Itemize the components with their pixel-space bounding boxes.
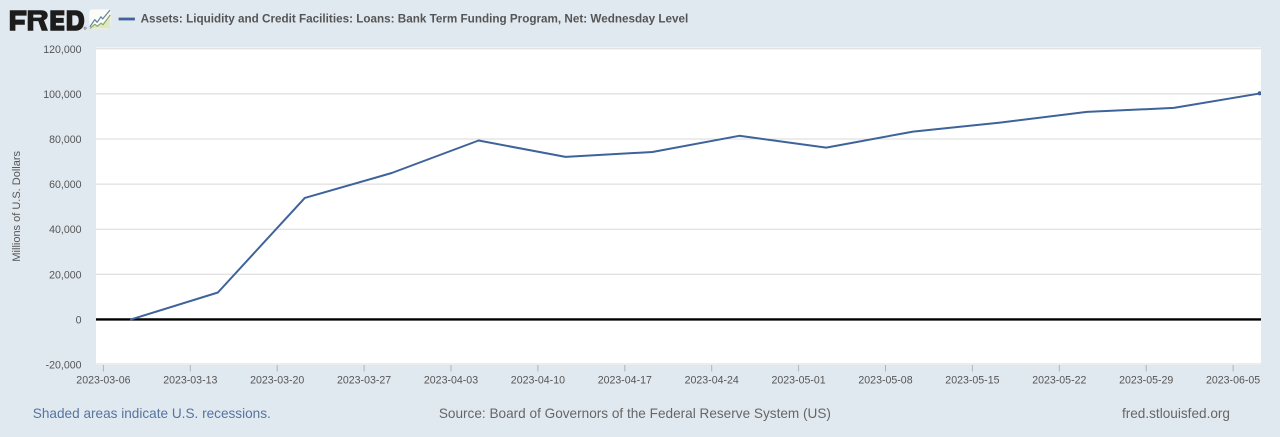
svg-text:100,000: 100,000 (43, 89, 81, 101)
svg-text:80,000: 80,000 (49, 134, 82, 146)
svg-text:Millions of U.S. Dollars: Millions of U.S. Dollars (11, 150, 23, 261)
svg-text:0: 0 (76, 314, 82, 326)
svg-text:20,000: 20,000 (49, 269, 82, 281)
svg-text:2023-04-10: 2023-04-10 (511, 374, 565, 386)
svg-text:fred.stlouisfed.org: fred.stlouisfed.org (1122, 406, 1230, 421)
svg-text:60,000: 60,000 (49, 179, 82, 191)
svg-text:2023-03-27: 2023-03-27 (337, 374, 391, 386)
svg-text:2023-05-08: 2023-05-08 (858, 374, 912, 386)
svg-text:2023-05-22: 2023-05-22 (1032, 374, 1086, 386)
svg-text:120,000: 120,000 (43, 44, 81, 56)
svg-text:Source: Board of Governors of: Source: Board of Governors of the Federa… (439, 406, 831, 421)
svg-text:2023-06-05: 2023-06-05 (1206, 374, 1260, 386)
svg-text:Assets: Liquidity and Credit F: Assets: Liquidity and Credit Facilities:… (141, 13, 689, 26)
svg-text:-20,000: -20,000 (46, 360, 82, 372)
svg-text:2023-05-01: 2023-05-01 (771, 374, 825, 386)
svg-text:2023-03-06: 2023-03-06 (76, 374, 130, 386)
svg-text:2023-05-15: 2023-05-15 (945, 374, 999, 386)
svg-text:2023-05-29: 2023-05-29 (1119, 374, 1173, 386)
svg-text:2023-04-03: 2023-04-03 (424, 374, 478, 386)
svg-text:2023-04-24: 2023-04-24 (685, 374, 739, 386)
svg-text:2023-04-17: 2023-04-17 (598, 374, 652, 386)
svg-text:2023-03-13: 2023-03-13 (163, 374, 217, 386)
svg-text:40,000: 40,000 (49, 224, 82, 236)
svg-text:2023-03-20: 2023-03-20 (250, 374, 304, 386)
svg-text:Shaded areas indicate U.S. rec: Shaded areas indicate U.S. recessions. (33, 406, 271, 421)
